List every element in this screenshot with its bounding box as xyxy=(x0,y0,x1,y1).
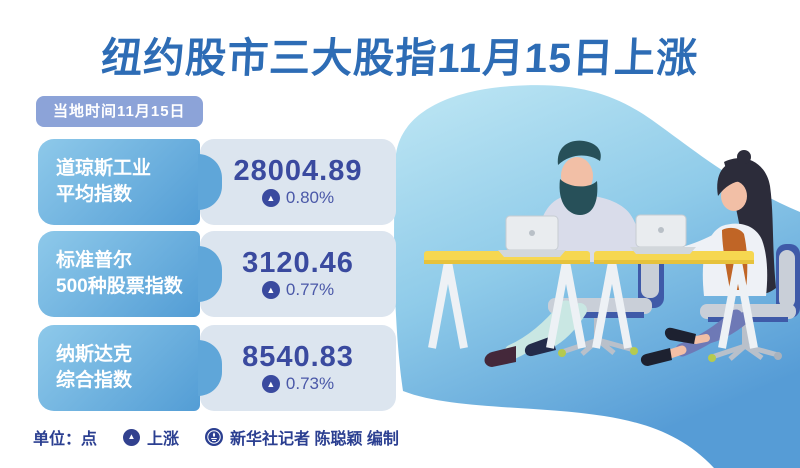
index-row-sp500: 3120.46 ▲ 0.77% 标准普尔 500种股票指数 xyxy=(38,231,398,317)
index-change: ▲ 0.80% xyxy=(261,188,335,208)
index-value: 8540.83 xyxy=(242,340,354,373)
index-name: 标准普尔 500种股票指数 xyxy=(56,250,183,297)
date-badge: 当地时间11月15日 xyxy=(36,96,203,127)
legend: 单位：点 ▲ 上涨 新华社记者 陈聪颖 编制 xyxy=(33,426,399,448)
up-triangle-icon: ▲ xyxy=(261,281,280,300)
index-name-box: 纳斯达克 综合指数 xyxy=(38,325,200,411)
desk-right xyxy=(594,251,754,264)
up-legend: ▲ 上涨 xyxy=(123,425,179,449)
index-value-box: 3120.46 ▲ 0.77% xyxy=(200,231,396,317)
up-label: 上涨 xyxy=(147,431,180,448)
credit: 新华社记者 陈聪颖 编制 xyxy=(205,425,399,449)
index-value: 28004.89 xyxy=(233,154,363,187)
office-chair-woman xyxy=(776,244,800,318)
up-triangle-icon: ▲ xyxy=(261,375,280,394)
background-blob xyxy=(394,85,800,468)
page-title: 纽约股市三大股指11月15日上涨 xyxy=(100,35,700,81)
laptop-man xyxy=(498,215,566,257)
index-change: ▲ 0.73% xyxy=(261,374,335,394)
index-change-pct: 0.80% xyxy=(285,188,335,208)
index-change-pct: 0.73% xyxy=(285,374,335,394)
xinhua-logo-icon xyxy=(205,428,224,446)
index-change-pct: 0.77% xyxy=(285,280,335,300)
index-row-nasdaq: 8540.83 ▲ 0.73% 纳斯达克 综合指数 xyxy=(38,325,398,411)
index-name: 道琼斯工业 平均指数 xyxy=(56,158,152,205)
man-beard xyxy=(559,179,598,215)
laptop-woman xyxy=(630,214,696,254)
credit-text: 新华社记者 陈聪颖 编制 xyxy=(230,431,399,448)
up-triangle-icon: ▲ xyxy=(123,428,141,446)
man-hair xyxy=(557,140,601,165)
unit-label: 单位：点 xyxy=(33,431,98,448)
index-name-box: 道琼斯工业 平均指数 xyxy=(38,139,200,225)
index-name-box: 标准普尔 500种股票指数 xyxy=(38,231,200,317)
desk-legs xyxy=(428,261,758,349)
index-row-dow: 28004.89 ▲ 0.80% 道琼斯工业 平均指数 xyxy=(38,139,398,225)
index-value-box: 8540.83 ▲ 0.73% xyxy=(200,325,396,411)
index-value-box: 28004.89 ▲ 0.80% xyxy=(200,139,396,225)
up-triangle-icon: ▲ xyxy=(261,189,280,208)
index-value: 3120.46 xyxy=(242,246,354,279)
index-name: 纳斯达克 综合指数 xyxy=(56,344,133,391)
index-change: ▲ 0.77% xyxy=(261,280,335,300)
